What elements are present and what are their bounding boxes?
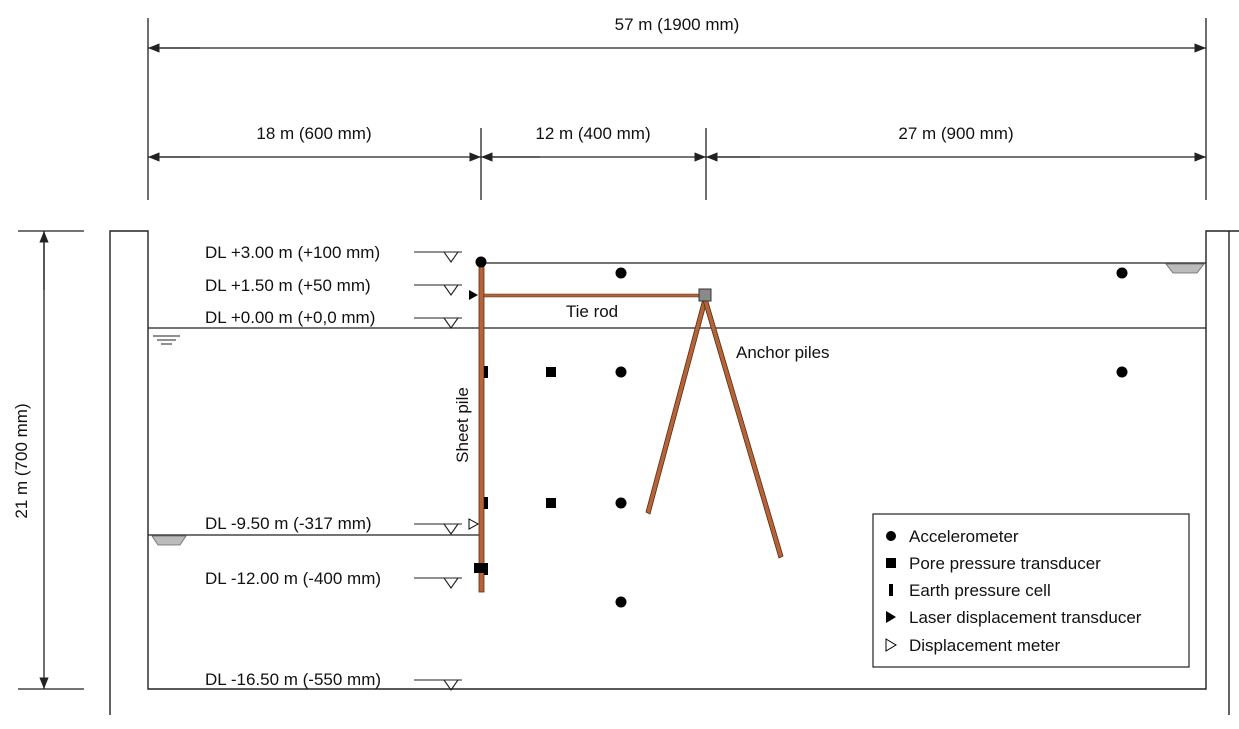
level-label: DL -12.00 m (-400 mm) [205, 569, 381, 588]
anchor-piles-label: Anchor piles [736, 343, 830, 362]
earth-pressure-marker [484, 497, 488, 509]
ground-hatch-icon-right [1165, 263, 1205, 274]
displacement-meter-symbol [885, 638, 897, 652]
accelerometer-marker [615, 497, 627, 509]
legend: Accelerometer Pore pressure transducer E… [872, 513, 1190, 668]
accelerometer-marker [615, 366, 627, 378]
pore-pressure-marker [474, 563, 484, 573]
accelerometer-marker [615, 267, 627, 279]
legend-label: Pore pressure transducer [909, 554, 1101, 573]
height-dimension [18, 230, 84, 690]
accelerometer-marker [1116, 366, 1128, 378]
dimension-lines [147, 18, 1207, 200]
legend-label: Earth pressure cell [909, 581, 1051, 600]
level-label: DL +0.00 m (+0,0 mm) [205, 308, 375, 327]
segment-1-label: 18 m (600 mm) [256, 124, 371, 143]
pore-pressure-marker [546, 498, 556, 508]
level-label: DL -16.50 m (-550 mm) [205, 670, 381, 689]
water-level-icon [153, 335, 180, 345]
segment-3-label: 27 m (900 mm) [898, 124, 1013, 143]
level-label: DL +1.50 m (+50 mm) [205, 276, 371, 295]
height-label: 21 m (700 mm) [12, 403, 31, 518]
anchor-block [698, 288, 712, 302]
soil-lines [148, 262, 1206, 536]
laser-displacement-symbol [886, 611, 896, 623]
accelerometer-symbol [886, 531, 896, 541]
segment-2-label: 12 m (400 mm) [535, 124, 650, 143]
sheet-pile [478, 261, 485, 593]
tie-rod [483, 293, 703, 298]
pore-pressure-marker [546, 367, 556, 377]
pore-pressure-transducers [474, 367, 556, 573]
model-container [109, 230, 1239, 715]
legend-label: Displacement meter [909, 636, 1061, 655]
accelerometers [475, 256, 1128, 608]
legend-label: Laser displacement transducer [909, 608, 1142, 627]
legend-label: Accelerometer [909, 527, 1019, 546]
displacement-meter-marker [468, 518, 480, 530]
level-label: DL +3.00 m (+100 mm) [205, 243, 380, 262]
total-width-label: 57 m (1900 mm) [615, 15, 740, 34]
tie-rod-label: Tie rod [566, 302, 618, 321]
earth-pressure-symbol [889, 584, 893, 596]
laser-displacement-marker [469, 290, 478, 300]
level-label: DL -9.50 m (-317 mm) [205, 514, 372, 533]
earth-pressure-cells [484, 366, 488, 575]
accelerometer-marker [1116, 267, 1128, 279]
legend-box [872, 513, 1190, 668]
total-width-dimension: 57 m (1900 mm) [148, 15, 1206, 53]
earth-pressure-marker [484, 563, 488, 575]
anchor-piles [645, 294, 784, 559]
accelerometer-marker [475, 256, 487, 268]
sheet-pile-label: Sheet pile [453, 387, 472, 463]
earth-pressure-marker [484, 366, 488, 378]
ground-hatch-icon [151, 535, 187, 546]
level-markers [414, 251, 462, 691]
pore-pressure-symbol [886, 558, 896, 568]
accelerometer-marker [615, 596, 627, 608]
